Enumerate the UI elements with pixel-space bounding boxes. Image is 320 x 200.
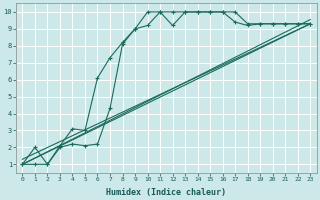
- X-axis label: Humidex (Indice chaleur): Humidex (Indice chaleur): [106, 188, 226, 197]
